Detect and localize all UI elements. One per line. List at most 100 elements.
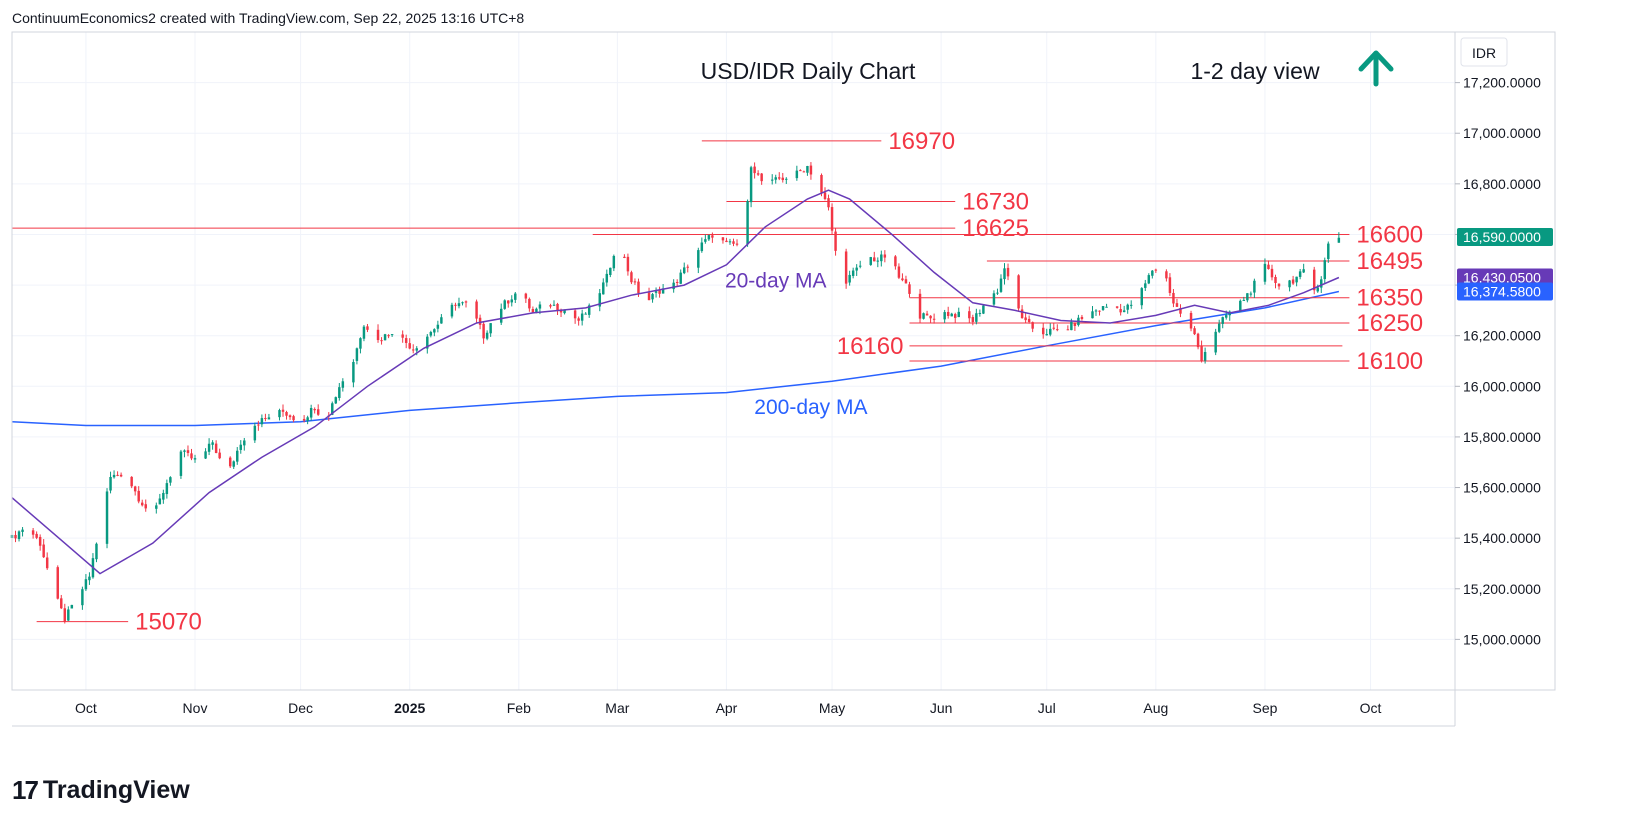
candle-body [654, 291, 658, 293]
candle-body [260, 418, 264, 425]
candle-body [647, 292, 651, 301]
candle-body [1327, 243, 1330, 259]
candle-body [60, 598, 63, 609]
candle-body [1189, 312, 1193, 329]
y-tick-label: 15,000.0000 [1463, 631, 1541, 647]
candle-body [309, 407, 313, 418]
candle-body [968, 311, 971, 319]
candle-body [749, 167, 753, 203]
level-label: 16160 [837, 333, 904, 360]
candle-body [239, 444, 243, 450]
candle-body [1221, 317, 1224, 324]
candle-body [672, 282, 675, 290]
candle-body [38, 536, 42, 546]
candle-body [1316, 287, 1319, 292]
candle-body [1066, 329, 1070, 331]
candle-body [806, 166, 809, 173]
candle-body [1031, 322, 1034, 329]
candle-body [873, 257, 876, 262]
tradingview-logo[interactable]: 17 TradingView [12, 775, 190, 806]
candle-body [932, 318, 936, 320]
candle-body [1295, 276, 1298, 283]
level-label: 16495 [1356, 248, 1423, 275]
candle-body [1115, 306, 1119, 308]
candle-body [760, 173, 763, 182]
x-tick-label: Dec [288, 700, 313, 716]
candle-body [598, 293, 601, 307]
price-tag-box [1457, 282, 1553, 301]
candle-body [454, 304, 457, 306]
y-tick-label: 15,600.0000 [1463, 480, 1541, 496]
candle-body [535, 308, 538, 313]
candle-body [63, 608, 67, 622]
candle-body [415, 348, 418, 351]
candle-body [362, 326, 366, 339]
candle-body [827, 198, 830, 208]
candle-body [338, 387, 341, 399]
candle-body [503, 300, 506, 309]
y-tick-label: 15,800.0000 [1463, 429, 1541, 445]
candle-body [820, 174, 823, 193]
candle-body [992, 293, 996, 305]
candle-body [359, 338, 362, 349]
up-arrow-icon [1358, 50, 1394, 87]
candle-body [1151, 270, 1154, 276]
candle-body [190, 453, 193, 459]
candle-body [352, 362, 355, 383]
x-tick-label: Oct [1360, 700, 1382, 716]
candle-body [408, 343, 411, 349]
x-tick-label: Feb [507, 700, 531, 716]
candle-body [186, 450, 190, 453]
x-tick-label: Mar [605, 700, 629, 716]
price-tag-label: 16,430.0500 [1463, 269, 1541, 285]
candle-body [950, 313, 953, 317]
candle-body [112, 474, 116, 478]
x-tick-label: May [819, 700, 845, 716]
candle-body [975, 313, 978, 322]
candle-body [440, 317, 443, 324]
candle-body [1312, 269, 1316, 291]
candle-body [183, 450, 186, 452]
candle-body [380, 340, 383, 342]
candle-body [1003, 268, 1006, 280]
candle-body [56, 567, 59, 599]
x-tick-label: Nov [183, 700, 208, 716]
candle-body [781, 177, 785, 181]
candle-body [1337, 237, 1341, 243]
candle-body [612, 255, 616, 269]
candle-body [633, 281, 637, 283]
candle-body [204, 451, 207, 459]
candle-body [116, 474, 119, 476]
candle-body [507, 300, 510, 304]
level-label: 16350 [1356, 285, 1423, 312]
candle-body [686, 266, 689, 268]
x-tick-label: Jul [1038, 700, 1056, 716]
candle-body [366, 326, 369, 330]
candle-body [697, 250, 700, 268]
level-label: 16100 [1356, 348, 1423, 375]
candle-body [137, 490, 140, 502]
candle-body [1298, 271, 1302, 277]
candle-body [848, 274, 851, 283]
candle-body [1017, 275, 1020, 309]
candle-body [1288, 280, 1291, 288]
chart-titles: USD/IDR Daily Chart 1-2 day view [701, 50, 1394, 87]
candle-body [387, 335, 390, 337]
candle-body [918, 293, 922, 319]
candle-body [1122, 310, 1126, 313]
candle-body [901, 278, 904, 281]
candle-body [785, 178, 788, 180]
candle-body [81, 589, 84, 606]
candle-body [162, 492, 165, 500]
candle-body [1249, 293, 1253, 295]
candle-body [214, 443, 218, 454]
candle-body [1041, 327, 1045, 335]
candle-body [943, 312, 946, 320]
candle-body [475, 301, 478, 319]
candle-body [510, 299, 514, 303]
candle-body [1045, 334, 1048, 336]
x-tick-label: Aug [1143, 700, 1168, 716]
candle-body [623, 256, 626, 259]
candle-body [996, 292, 999, 294]
